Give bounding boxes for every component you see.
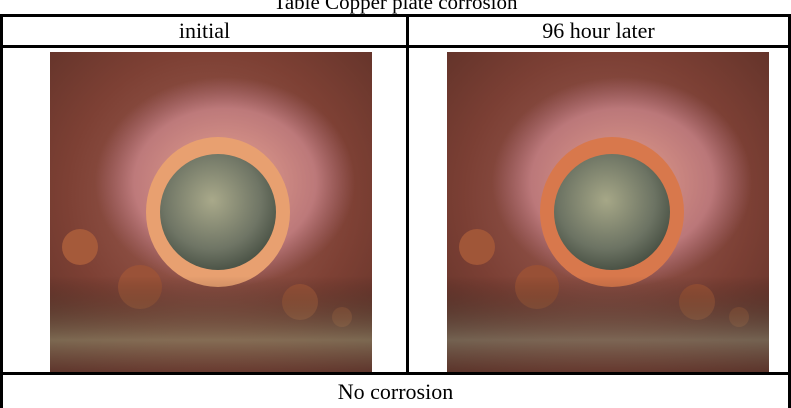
plate-photo	[50, 52, 372, 372]
table-caption: Table Copper plate corrosion	[0, 0, 791, 13]
footer-cell: No corrosion	[3, 375, 788, 408]
header-cell: initial	[3, 17, 406, 45]
page: Table Copper plate corrosion initial 96 …	[0, 0, 791, 408]
column-divider	[406, 14, 409, 375]
header-cell: 96 hour later	[409, 17, 788, 45]
header-divider	[0, 45, 791, 48]
plate-photo	[447, 52, 769, 372]
